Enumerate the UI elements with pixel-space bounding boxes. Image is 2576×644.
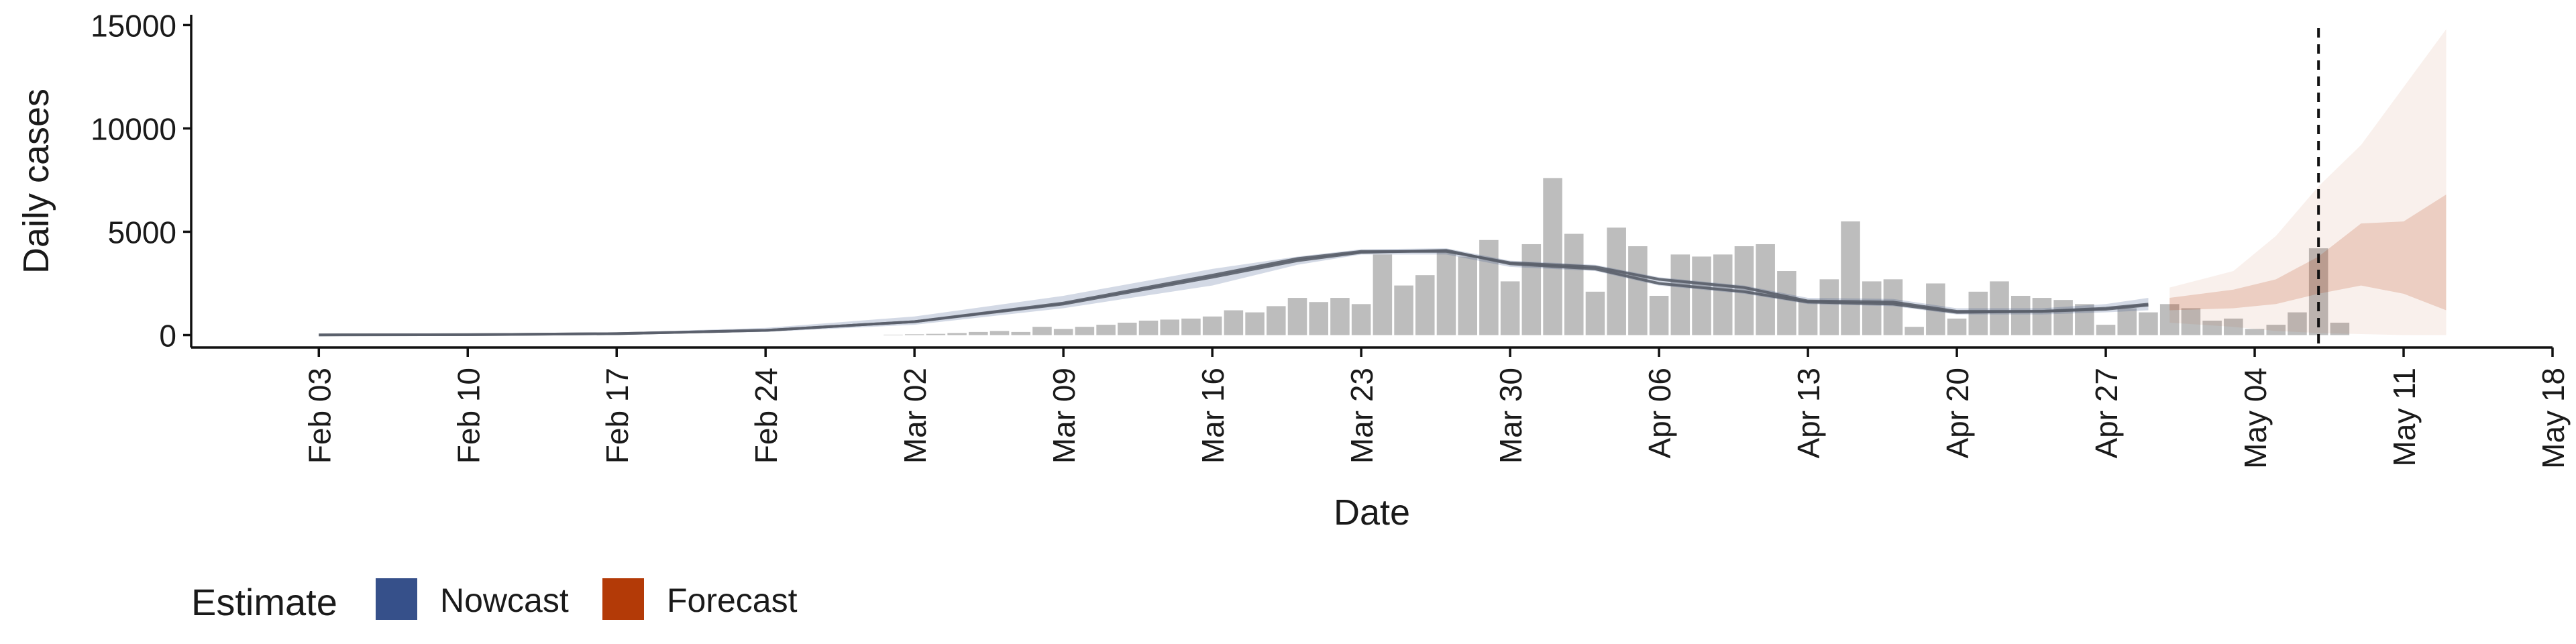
bar (1181, 318, 1201, 335)
bar (1267, 306, 1286, 335)
bar (1373, 254, 1393, 335)
bar (947, 333, 967, 335)
bar (2181, 308, 2201, 335)
x-tick-label: Feb 17 (600, 368, 635, 464)
bar (1947, 318, 1967, 335)
bar (2139, 312, 2158, 335)
bar (1862, 281, 1882, 335)
x-tick-label: Mar 02 (898, 368, 932, 464)
x-tick-label: Mar 23 (1344, 368, 1379, 464)
y-tick-label: 15000 (91, 8, 176, 43)
x-tick-label: Feb 10 (451, 368, 486, 464)
bar (1075, 327, 1095, 335)
bar (2288, 312, 2307, 335)
bar (1351, 304, 1371, 335)
forecast-band-90 (2169, 29, 2447, 335)
nowcast-layer (319, 248, 2149, 337)
legend-label-forecast: Forecast (667, 582, 798, 619)
bar (1564, 233, 1584, 335)
bar (1883, 279, 1903, 335)
bar (1458, 256, 1477, 335)
bar (1585, 291, 1605, 335)
bar (1500, 281, 1520, 335)
legend-key-forecast (602, 578, 644, 620)
bar (2096, 325, 2116, 335)
x-tick-label: May 04 (2238, 368, 2273, 469)
bar (1607, 227, 1626, 335)
nowcast-line (319, 250, 2149, 337)
bar (2117, 308, 2137, 335)
bars-layer (883, 178, 2350, 335)
bar (1053, 329, 1073, 335)
bar (1394, 285, 1413, 335)
bar (1649, 295, 1669, 335)
bar (1330, 298, 1350, 335)
bar (1096, 325, 1116, 335)
axes-layer (190, 15, 2553, 349)
bar (2159, 304, 2180, 335)
bar (2010, 295, 2031, 335)
bar (1990, 281, 2009, 335)
legend-key-nowcast (376, 578, 417, 620)
legend: Estimate Nowcast Forecast (191, 578, 798, 623)
bar (2266, 325, 2286, 335)
bar (1628, 246, 1648, 335)
x-tick-label: Feb 03 (302, 368, 337, 464)
x-tick-label: Feb 24 (749, 368, 784, 464)
y-tick-label: 5000 (108, 215, 176, 250)
x-tick-label: Mar 09 (1046, 368, 1081, 464)
bar (1543, 178, 1562, 335)
bar (2245, 329, 2265, 335)
bar (1224, 310, 1244, 335)
bar (1138, 320, 1159, 335)
x-axis-title: Date (1334, 492, 1410, 533)
bar (1202, 316, 1222, 335)
y-axis-title: Daily cases (16, 89, 56, 274)
bar (2224, 318, 2243, 335)
bar (969, 331, 988, 335)
x-tick-label: Apr 27 (2089, 368, 2124, 459)
bar (2032, 298, 2052, 335)
bar (1904, 327, 1924, 335)
bar (1011, 331, 1031, 335)
bar (1692, 256, 1711, 335)
bar (926, 333, 946, 335)
x-tick-label: Apr 06 (1642, 368, 1677, 459)
bar (1479, 239, 1499, 335)
bar (989, 331, 1010, 335)
x-tick-label: May 11 (2387, 368, 2422, 466)
y-tick-label: 10000 (91, 111, 176, 146)
bar (1777, 271, 1796, 335)
x-tick-label: May 18 (2536, 368, 2571, 469)
bar (1415, 275, 1435, 335)
y-tick-label: 0 (159, 319, 176, 354)
x-tick-label: Mar 30 (1493, 368, 1528, 464)
ticks-layer: 0 5000 10000 15000 Feb 03 Feb 10 Feb 17 Feb 24 M… (91, 8, 2571, 468)
legend-label-nowcast: Nowcast (440, 582, 569, 619)
bar (1287, 298, 1307, 335)
forecast-band-50 (2169, 195, 2447, 311)
bar (1670, 254, 1690, 335)
bar (904, 334, 924, 335)
x-tick-label: Apr 20 (1940, 368, 1975, 459)
bar (1798, 300, 1818, 335)
bar (2202, 320, 2222, 335)
bar (1160, 319, 1180, 335)
bar (1245, 312, 1265, 335)
bar (1309, 302, 1328, 335)
x-tick-label: Apr 13 (1791, 368, 1826, 459)
bar (2053, 300, 2073, 335)
bar (1713, 254, 1733, 335)
bar (1819, 279, 1839, 335)
bar (1841, 221, 1860, 335)
bar (2330, 323, 2350, 335)
forecast-layer (2169, 29, 2447, 335)
bar (1118, 323, 1137, 335)
bar (1032, 327, 1052, 335)
legend-title: Estimate (191, 581, 337, 623)
bar (1436, 252, 1456, 335)
x-tick-label: Mar 16 (1195, 368, 1230, 464)
bar (1521, 244, 1542, 335)
